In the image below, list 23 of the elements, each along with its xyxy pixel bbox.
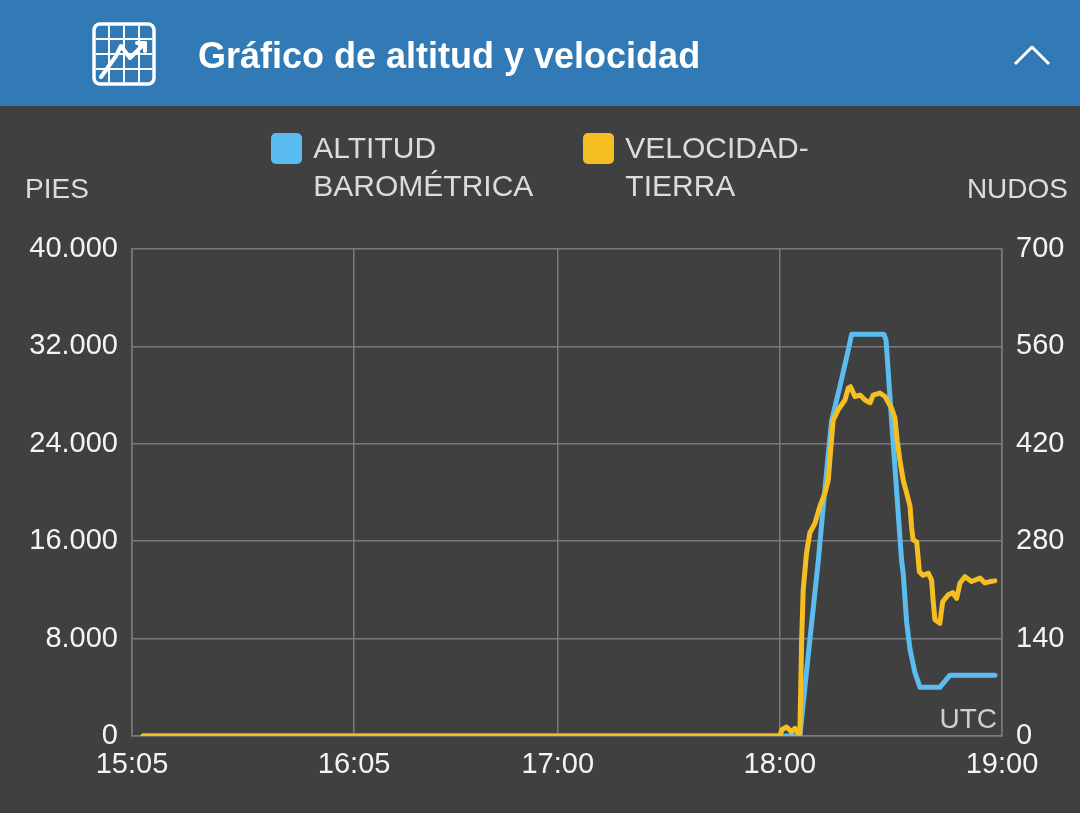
y2-tick-label: 700 (1016, 231, 1065, 263)
chart-title: Gráfico de altitud y velocidad (198, 35, 701, 76)
y2-tick-label: 560 (1016, 328, 1065, 361)
y2-tick-label: 280 (1016, 523, 1065, 556)
x-tick-label: 18:00 (743, 747, 817, 780)
y2-tick-label: 420 (1016, 425, 1065, 458)
y-tick-label: 24.000 (29, 425, 118, 458)
y-tick-label: 32.000 (29, 328, 118, 361)
legend-label: ALTITUD BAROMÉTRICA (313, 130, 534, 204)
x-tick-label: 16:05 (317, 747, 391, 780)
legend-label: VELOCIDAD-TIERRA (625, 130, 809, 204)
y-axis-title: PIES (25, 173, 89, 204)
x-tick-label: 17:00 (521, 747, 595, 780)
x-tick-label: 15:05 (95, 747, 169, 780)
y-tick-label: 0 (101, 718, 118, 750)
y-tick-label: 40.000 (29, 231, 118, 263)
x-tick-label: 19:00 (965, 747, 1039, 780)
y2-tick-label: 140 (1016, 620, 1065, 653)
y-tick-label: 16.000 (29, 523, 118, 556)
y2-axis-title: NUDOS (966, 173, 1068, 204)
y2-tick-label: 0 (1016, 718, 1033, 750)
annotation: UTC (939, 702, 997, 734)
y-tick-label: 8.000 (45, 620, 118, 653)
